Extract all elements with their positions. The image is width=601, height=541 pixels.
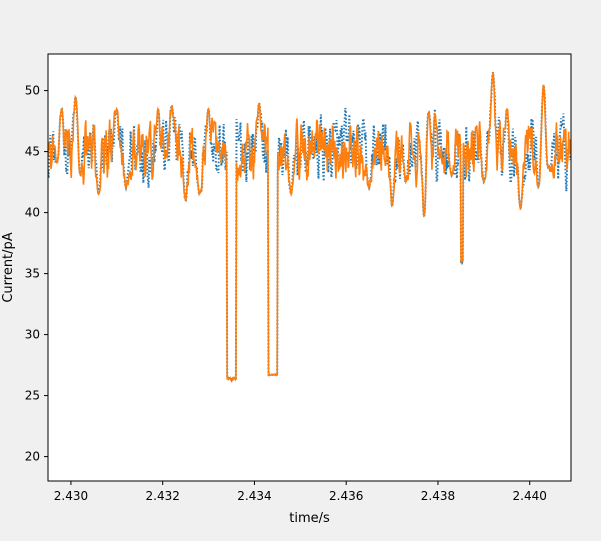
x-tick-label: 2.436 <box>329 489 363 503</box>
plot-area <box>48 54 571 481</box>
x-tick-label: 2.438 <box>421 489 455 503</box>
y-tick-label: 45 <box>25 145 40 159</box>
x-axis-title: time/s <box>289 511 330 526</box>
y-tick-label: 35 <box>25 267 40 281</box>
y-tick-label: 20 <box>25 450 40 464</box>
fit-current-series <box>48 72 571 382</box>
y-tick-label: 40 <box>25 206 40 220</box>
x-tick-label: 2.440 <box>513 489 547 503</box>
x-tick-label: 2.432 <box>146 489 180 503</box>
x-tick-label: 2.430 <box>54 489 88 503</box>
x-tick-label: 2.434 <box>237 489 271 503</box>
y-axis-title: Current/pA <box>1 232 16 302</box>
y-tick-label: 30 <box>25 328 40 342</box>
y-tick-label: 25 <box>25 389 40 403</box>
plot-frame <box>47 53 572 482</box>
y-tick-label: 50 <box>25 84 40 98</box>
